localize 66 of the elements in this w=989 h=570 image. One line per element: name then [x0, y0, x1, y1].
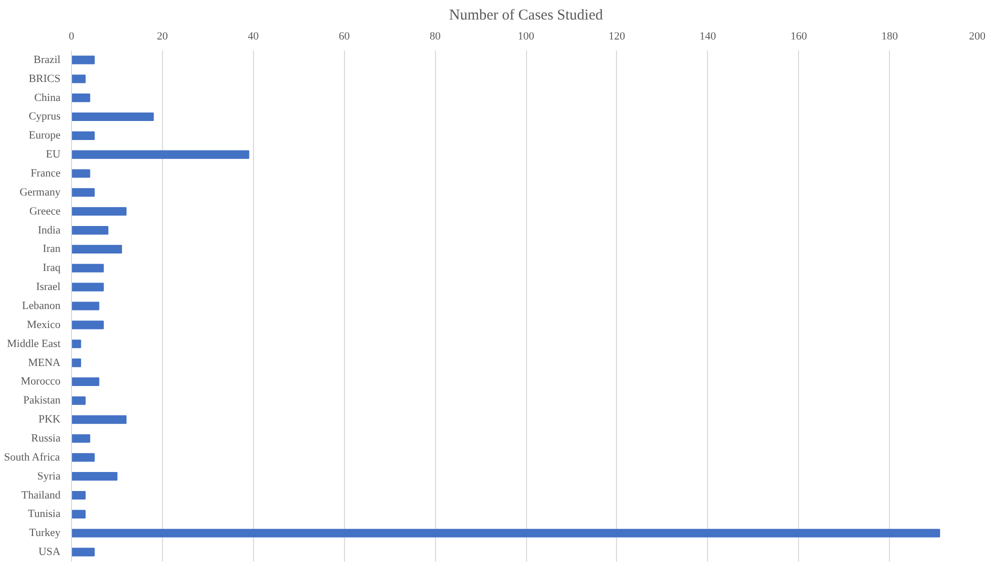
bar [72, 302, 100, 310]
y-tick-label: Pakistan [23, 394, 61, 407]
chart-title: Number of Cases Studied [449, 8, 604, 24]
y-tick-label: Tunisia [28, 508, 61, 520]
x-tick-label: 20 [156, 30, 168, 42]
x-tick-label: 160 [790, 30, 808, 42]
y-tick-label: PKK [38, 414, 61, 426]
y-tick-label: South Africa [4, 451, 60, 464]
bar [72, 528, 940, 538]
bar [72, 264, 104, 272]
x-tick-label: 120 [608, 30, 626, 42]
y-tick-label: EU [46, 148, 61, 161]
y-tick-label: Germany [20, 186, 61, 198]
x-tick-label: 0 [68, 30, 75, 42]
y-tick-label: Mexico [26, 318, 61, 331]
bar [72, 188, 95, 197]
x-tick-label: 100 [518, 30, 535, 42]
y-tick-label: China [34, 92, 61, 104]
y-tick-label: Morocco [20, 376, 61, 388]
x-tick-label: 80 [430, 30, 442, 42]
bar [72, 377, 100, 386]
y-tick-label: USA [38, 546, 61, 558]
bar [72, 131, 95, 140]
x-tick-label: 60 [338, 30, 350, 42]
y-tick-label: Israel [36, 281, 61, 294]
y-tick-label: Iran [42, 243, 61, 256]
bar [72, 396, 86, 405]
y-tick-label: Russia [31, 432, 61, 444]
y-tick-label: Greece [29, 205, 61, 218]
x-tick-label: 180 [881, 30, 898, 42]
y-tick-label: Europe [28, 130, 61, 142]
y-tick-label: Thailand [21, 489, 61, 502]
bar [72, 490, 86, 500]
bar [72, 282, 104, 292]
y-tick-label: Iraq [42, 262, 61, 274]
bar [72, 74, 86, 84]
y-tick-label: Syria [37, 470, 61, 482]
bar [72, 169, 90, 178]
bar [72, 340, 82, 348]
y-tick-label: France [30, 168, 61, 180]
bar [72, 112, 154, 122]
bar [72, 548, 95, 556]
y-tick-label: MENA [28, 356, 61, 369]
bar [72, 358, 82, 368]
bar [72, 150, 250, 159]
bar [72, 510, 86, 518]
y-tick-label: Middle East [7, 338, 61, 350]
bar [72, 56, 95, 64]
bar [72, 94, 90, 102]
bar [72, 415, 127, 424]
x-tick-label: 40 [248, 30, 260, 42]
bar [72, 472, 118, 481]
x-tick-label: 200 [969, 30, 986, 42]
bar [72, 244, 122, 254]
bar [72, 453, 95, 462]
x-tick-label: 140 [700, 30, 717, 42]
y-tick-label: India [38, 224, 61, 236]
y-tick-label: BRICS [28, 72, 61, 85]
bar [72, 226, 108, 235]
y-tick-label: Lebanon [22, 300, 61, 312]
bar [72, 434, 90, 443]
bar [72, 320, 104, 330]
bar [72, 207, 127, 216]
y-tick-label: Cyprus [28, 110, 60, 123]
y-tick-label: Brazil [34, 54, 61, 66]
y-tick-label: Turkey [29, 527, 61, 540]
